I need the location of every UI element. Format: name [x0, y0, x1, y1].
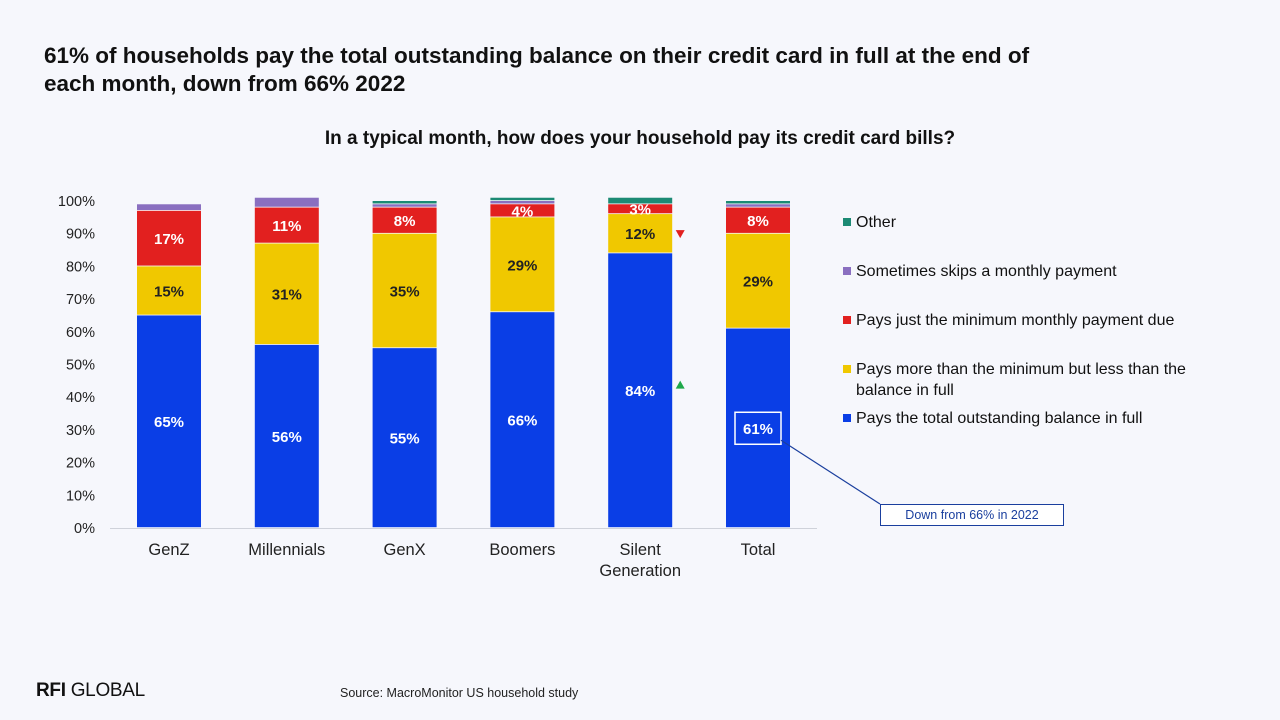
- legend-label: Sometimes skips a monthly payment: [856, 263, 1117, 280]
- data-label: 66%: [507, 413, 537, 430]
- data-label: 17%: [154, 231, 184, 248]
- y-tick-label: 50%: [66, 358, 95, 374]
- up-arrow-icon: [675, 380, 685, 389]
- bar-segment: [490, 312, 555, 528]
- bar-segment: [254, 344, 319, 528]
- logo-bold-text: RFI: [36, 680, 66, 701]
- bar-segment: [490, 204, 555, 217]
- data-label: 8%: [394, 213, 416, 230]
- bar-segment: [372, 204, 437, 207]
- bar-segment: [726, 201, 790, 204]
- category-label: Total: [741, 541, 776, 559]
- bar-segment: [608, 204, 673, 214]
- callout-highlight-box: [734, 411, 782, 446]
- bar-segment: [608, 197, 673, 204]
- callout-box: Down from 66% in 2022: [880, 504, 1064, 526]
- y-tick-label: 70%: [66, 292, 95, 308]
- bar-segment: [372, 348, 437, 528]
- legend-label: Other: [856, 214, 897, 231]
- chart-subtitle: In a typical month, how does your househ…: [324, 128, 956, 149]
- y-tick-label: 60%: [66, 325, 95, 341]
- category-label: Generation: [599, 562, 681, 580]
- data-label: 3%: [629, 202, 651, 219]
- category-label: Silent: [620, 541, 662, 559]
- bar-segment: [254, 197, 319, 207]
- bar-segment: [372, 207, 437, 233]
- y-tick-label: 20%: [66, 456, 95, 472]
- data-label: 4%: [512, 203, 534, 220]
- bar-segment: [490, 217, 555, 312]
- y-tick-label: 0%: [74, 521, 95, 537]
- legend-label: Pays just the minimum monthly payment du…: [856, 312, 1175, 329]
- bar-segment: [490, 197, 555, 201]
- data-label: 55%: [390, 431, 420, 448]
- bar-segment: [726, 328, 790, 528]
- legend-swatch: [843, 267, 851, 275]
- logo-text: GLOBAL: [65, 680, 146, 701]
- category-label: Millennials: [248, 541, 325, 559]
- data-label: 65%: [154, 414, 184, 431]
- legend-item: Pays more than the minimum but less than…: [843, 359, 1236, 401]
- data-label: 15%: [154, 283, 184, 300]
- callout-leader-line: [780, 439, 881, 505]
- rfi-global-logo: RFI GLOBAL: [36, 680, 145, 702]
- bar-segment: [608, 214, 673, 253]
- legend-label: Pays more than the minimum but less than…: [856, 361, 1186, 399]
- y-tick-label: 30%: [66, 423, 95, 439]
- category-label: Boomers: [489, 541, 555, 559]
- category-label: GenZ: [148, 541, 189, 559]
- data-label: 12%: [625, 226, 655, 243]
- bar-segment: [254, 207, 319, 243]
- bar-segment: [372, 233, 437, 348]
- data-label: 61%: [743, 421, 773, 438]
- bar-segment: [726, 204, 790, 207]
- y-tick-label: 90%: [66, 227, 95, 243]
- legend-swatch: [843, 218, 851, 226]
- bar-segment: [726, 233, 790, 328]
- bar-segment: [254, 243, 319, 345]
- y-tick-label: 80%: [66, 259, 95, 275]
- data-label: 8%: [747, 213, 769, 230]
- bar-segment: [372, 201, 437, 204]
- legend-item: Other: [843, 212, 1236, 233]
- data-label: 35%: [390, 283, 420, 300]
- data-label: 29%: [507, 257, 537, 274]
- data-label: 31%: [272, 287, 302, 304]
- legend-item: Pays the total outstanding balance in fu…: [843, 408, 1236, 429]
- bar-segment: [726, 207, 790, 233]
- data-label: 29%: [743, 274, 773, 291]
- legend-item: Sometimes skips a monthly payment: [843, 261, 1236, 282]
- data-label: 11%: [272, 218, 301, 235]
- legend-swatch: [843, 316, 851, 324]
- bar-segment: [490, 201, 555, 204]
- down-arrow-icon: [675, 230, 685, 239]
- data-label: 84%: [625, 383, 655, 400]
- data-label: 56%: [272, 429, 302, 446]
- bar-segment: [137, 266, 201, 315]
- bar-segment: [137, 204, 201, 211]
- legend-swatch: [843, 365, 851, 373]
- legend-swatch: [843, 414, 851, 422]
- legend-item: Pays just the minimum monthly payment du…: [843, 310, 1236, 331]
- y-tick-label: 100%: [58, 194, 95, 210]
- bar-segment: [137, 315, 201, 528]
- y-tick-label: 10%: [66, 488, 95, 504]
- bar-segment: [608, 253, 673, 528]
- category-label: GenX: [383, 541, 425, 559]
- bar-segment: [137, 210, 201, 266]
- page-headline: 61% of households pay the total outstand…: [44, 43, 1030, 96]
- y-tick-label: 40%: [66, 390, 95, 406]
- source-note: Source: MacroMonitor US household study: [340, 686, 579, 700]
- legend-label: Pays the total outstanding balance in fu…: [856, 410, 1143, 427]
